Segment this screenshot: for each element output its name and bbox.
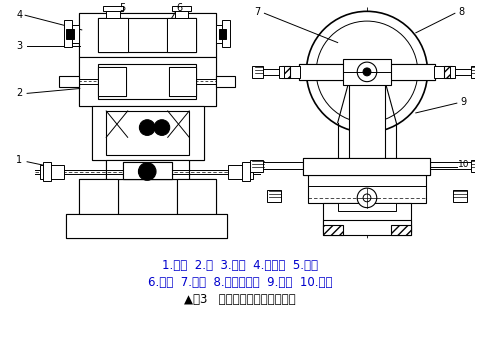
Text: 5: 5: [120, 4, 126, 13]
Bar: [249, 160, 263, 171]
Bar: [218, 29, 226, 39]
Bar: [167, 18, 196, 52]
Bar: [98, 18, 127, 52]
Bar: [433, 66, 451, 78]
Text: 2: 2: [16, 88, 23, 98]
Text: ▲图3   开式砂带磨削接触轮结构: ▲图3 开式砂带磨削接触轮结构: [184, 293, 295, 306]
Bar: [168, 67, 196, 96]
Bar: [281, 66, 299, 78]
Bar: [251, 66, 263, 78]
Circle shape: [315, 21, 417, 123]
Bar: [103, 6, 122, 11]
Bar: [79, 57, 215, 106]
Bar: [449, 66, 454, 78]
Circle shape: [357, 188, 376, 208]
Bar: [267, 190, 280, 202]
Text: 6.螺钉  7.压板  8.微调螺钉副  9.支架  10.螺栓: 6.螺钉 7.压板 8.微调螺钉副 9.支架 10.螺栓: [147, 276, 332, 289]
Circle shape: [154, 120, 169, 135]
Bar: [323, 225, 342, 235]
Bar: [469, 160, 480, 171]
Bar: [215, 25, 227, 42]
Bar: [43, 162, 50, 181]
Bar: [342, 59, 391, 85]
Bar: [122, 162, 171, 179]
Circle shape: [306, 11, 427, 132]
Bar: [106, 111, 189, 155]
Bar: [168, 67, 196, 96]
Bar: [303, 158, 430, 176]
Bar: [176, 179, 215, 213]
Bar: [298, 64, 434, 80]
Circle shape: [139, 120, 155, 135]
Bar: [176, 179, 215, 213]
Bar: [106, 8, 120, 18]
Bar: [79, 179, 118, 213]
Bar: [91, 106, 204, 160]
Bar: [67, 25, 79, 42]
Bar: [40, 165, 64, 179]
Text: 7: 7: [254, 7, 260, 17]
Text: 9: 9: [460, 97, 466, 107]
Bar: [308, 176, 425, 203]
Bar: [222, 20, 230, 47]
Bar: [452, 190, 466, 202]
Bar: [228, 165, 252, 179]
Bar: [323, 220, 410, 235]
Bar: [66, 213, 227, 238]
Text: 1.螺钉  2.轴  3.端盖  4.接触轮  5.轴承: 1.螺钉 2.轴 3.端盖 4.接触轮 5.轴承: [162, 259, 317, 273]
Bar: [174, 8, 188, 18]
Bar: [98, 64, 196, 99]
Bar: [298, 64, 434, 80]
Bar: [241, 162, 249, 181]
Circle shape: [357, 62, 376, 82]
Text: 3: 3: [16, 41, 22, 51]
Bar: [66, 213, 227, 238]
Bar: [79, 13, 215, 57]
Bar: [167, 18, 196, 52]
Bar: [337, 203, 396, 211]
Bar: [469, 66, 480, 78]
Bar: [79, 179, 118, 213]
Circle shape: [362, 68, 370, 76]
Text: 6: 6: [176, 4, 182, 13]
Text: 8: 8: [458, 7, 464, 17]
Bar: [391, 225, 410, 235]
Text: 10: 10: [457, 160, 468, 169]
Text: 1: 1: [16, 155, 22, 165]
Text: 4: 4: [16, 10, 22, 20]
Bar: [98, 67, 125, 96]
Bar: [64, 20, 72, 47]
Bar: [303, 158, 430, 176]
Circle shape: [138, 163, 156, 180]
Bar: [278, 66, 283, 78]
Bar: [79, 57, 215, 106]
Bar: [98, 67, 125, 96]
Bar: [281, 66, 289, 78]
Bar: [348, 80, 384, 158]
Bar: [122, 162, 171, 179]
Bar: [79, 13, 215, 57]
Bar: [323, 203, 410, 232]
Bar: [106, 160, 189, 179]
Bar: [215, 76, 235, 86]
Bar: [98, 18, 196, 52]
Bar: [106, 160, 189, 179]
Circle shape: [362, 194, 370, 202]
Bar: [171, 6, 191, 11]
Bar: [66, 29, 74, 39]
Bar: [98, 18, 127, 52]
Bar: [443, 66, 451, 78]
Bar: [59, 76, 79, 86]
Bar: [91, 106, 204, 160]
